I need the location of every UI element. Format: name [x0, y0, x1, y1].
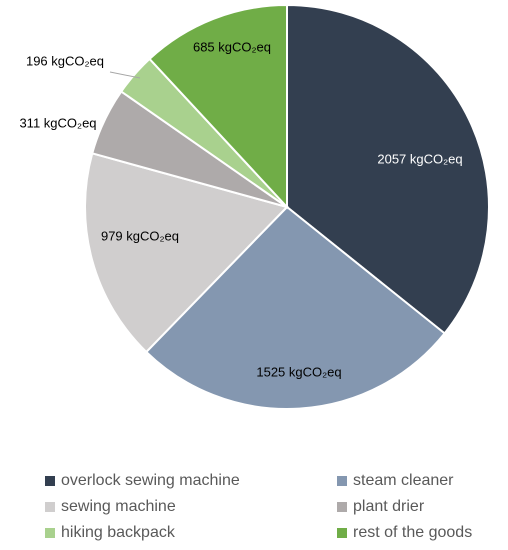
value-label: 311 kgCO₂eq: [19, 115, 96, 130]
leader-line: [109, 71, 141, 79]
legend-swatch: [337, 476, 347, 486]
value-label: 196 kgCO₂eq: [26, 53, 104, 68]
legend-label: hiking backpack: [61, 524, 176, 541]
pie-slice: [84, 152, 289, 354]
legend-label: plant drier: [353, 498, 425, 515]
legend-swatch: [45, 528, 55, 538]
value-label: 979 kgCO₂eq: [101, 228, 179, 243]
legend-label: sewing machine: [61, 498, 176, 515]
legend-label: steam cleaner: [353, 472, 454, 489]
value-label: 1525 kgCO₂eq: [256, 364, 341, 379]
value-label: 2057 kgCO₂eq: [377, 151, 462, 166]
legend-swatch: [337, 502, 347, 512]
value-label: 685 kgCO₂eq: [193, 39, 271, 54]
pie-slice: [148, 3, 288, 210]
legend-swatch: [45, 476, 55, 486]
pie-slice: [144, 205, 447, 410]
legend-swatch: [337, 528, 347, 538]
legend-swatch: [45, 502, 55, 512]
legend-label: overlock sewing machine: [61, 472, 240, 489]
legend-label: rest of the goods: [353, 524, 472, 541]
pie-slice: [286, 3, 490, 335]
